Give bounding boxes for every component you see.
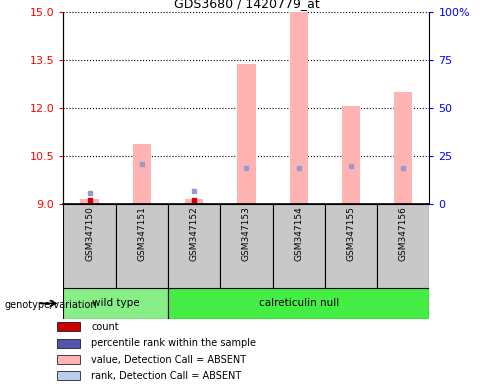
Bar — [58, 355, 80, 364]
Text: value, Detection Call = ABSENT: value, Detection Call = ABSENT — [91, 354, 246, 364]
Text: rank, Detection Call = ABSENT: rank, Detection Call = ABSENT — [91, 371, 242, 381]
Bar — [220, 204, 273, 288]
Text: GSM347153: GSM347153 — [242, 206, 251, 261]
Bar — [168, 204, 220, 288]
Bar — [58, 339, 80, 348]
Bar — [394, 91, 412, 204]
Text: genotype/variation: genotype/variation — [5, 300, 98, 310]
Text: GSM347151: GSM347151 — [137, 206, 146, 261]
Text: GSM347154: GSM347154 — [294, 206, 303, 261]
Bar — [58, 371, 80, 381]
Bar — [185, 199, 203, 204]
Text: GSM347150: GSM347150 — [85, 206, 94, 261]
Bar — [237, 65, 256, 204]
Text: percentile rank within the sample: percentile rank within the sample — [91, 338, 256, 348]
Bar — [273, 204, 325, 288]
Text: wild type: wild type — [92, 298, 140, 308]
Bar — [116, 204, 168, 288]
Text: GSM347156: GSM347156 — [399, 206, 408, 261]
Bar — [289, 12, 308, 204]
Bar — [133, 144, 151, 204]
Text: GSM347155: GSM347155 — [346, 206, 356, 261]
Bar — [377, 204, 429, 288]
Text: GSM347152: GSM347152 — [190, 206, 199, 261]
Bar — [63, 288, 168, 319]
Bar — [325, 204, 377, 288]
Bar — [168, 288, 429, 319]
Bar — [342, 106, 360, 204]
Bar — [58, 322, 80, 331]
Text: count: count — [91, 322, 119, 332]
Bar — [63, 204, 116, 288]
Title: GDS3680 / 1420779_at: GDS3680 / 1420779_at — [174, 0, 319, 10]
Bar — [81, 199, 99, 204]
Text: calreticulin null: calreticulin null — [259, 298, 339, 308]
